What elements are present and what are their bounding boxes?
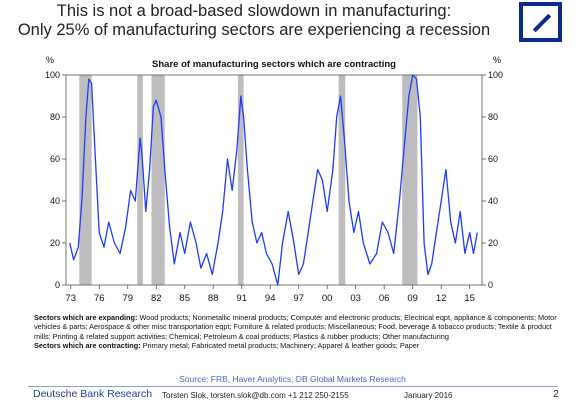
- x-tick-label: 97: [293, 293, 304, 304]
- x-tick-label: 09: [407, 293, 418, 304]
- expanding-text: Wood products; Nonmetallic mineral produ…: [34, 313, 557, 341]
- y-tick-label-left: 20: [50, 238, 60, 248]
- sectors-note: Sectors which are expanding: Wood produc…: [34, 313, 569, 351]
- y-tick-label-right: 100: [488, 70, 503, 80]
- x-tick-label: 91: [236, 293, 247, 304]
- x-tick-label: 00: [322, 293, 333, 304]
- recession-band: [338, 75, 346, 285]
- y-tick-label-left: 80: [50, 112, 60, 122]
- contracting-label: Sectors which are contracting:: [34, 341, 141, 351]
- y-tick-label-left: 0: [55, 280, 60, 290]
- y-tick-label-right: 20: [488, 238, 498, 248]
- x-tick-label: 12: [436, 293, 447, 304]
- x-tick-label: 15: [464, 293, 475, 304]
- x-tick-label: 88: [208, 293, 219, 304]
- y-unit-left: %: [46, 55, 54, 65]
- y-unit-right: %: [493, 55, 501, 65]
- slide-title: This is not a broad-based slowdown in ma…: [14, 2, 494, 40]
- y-tick-label-left: 40: [50, 196, 60, 206]
- expanding-paragraph: Sectors which are expanding: Wood produc…: [34, 313, 569, 341]
- footer-date: January 2016: [404, 391, 453, 400]
- x-tick-label: 76: [94, 293, 105, 304]
- recession-bands: [79, 75, 418, 285]
- contracting-paragraph: Sectors which are contracting: Primary m…: [34, 341, 569, 350]
- y-tick-label-left: 60: [50, 154, 60, 164]
- y-tick-label-right: 40: [488, 196, 498, 206]
- contracting-text: Primary metal; Fabricated metal products…: [142, 341, 420, 351]
- y-tick-label-right: 60: [488, 154, 498, 164]
- footer-brand: Deutsche Bank Research: [33, 388, 153, 400]
- recession-band: [79, 75, 92, 285]
- title-line-1: This is not a broad-based slowdown in ma…: [56, 2, 452, 20]
- series-line: [69, 74, 478, 286]
- title-line-2: Only 25% of manufacturing sectors are ex…: [17, 21, 491, 39]
- x-tick-label: 85: [179, 293, 190, 304]
- footer-author: Torsten Slok, torsten.slok@db.com +1 212…: [162, 391, 349, 400]
- x-tick-label: 73: [65, 293, 76, 304]
- y-tick-label-right: 0: [488, 280, 493, 290]
- plot-frame: [65, 74, 483, 286]
- y-tick-label-left: 100: [45, 70, 60, 80]
- source-note: Source: FRB, Haver Analytics, DB Global …: [179, 374, 406, 384]
- recession-band: [237, 75, 244, 285]
- footer-divider: [28, 386, 558, 387]
- expanding-label: Sectors which are expanding:: [34, 313, 138, 322]
- recession-band: [137, 75, 143, 285]
- x-tick-label: 82: [151, 293, 162, 304]
- deutsche-bank-logo-icon: [519, 2, 562, 42]
- x-tick-label: 79: [122, 293, 133, 304]
- y-tick-label-right: 80: [488, 112, 498, 122]
- x-tick-label: 94: [265, 293, 276, 304]
- x-tick-label: 06: [379, 293, 390, 304]
- x-tick-label: 03: [350, 293, 361, 304]
- recession-band: [402, 75, 418, 285]
- page-number: 2: [553, 388, 559, 400]
- chart-title: Share of manufacturing sectors which are…: [152, 59, 396, 70]
